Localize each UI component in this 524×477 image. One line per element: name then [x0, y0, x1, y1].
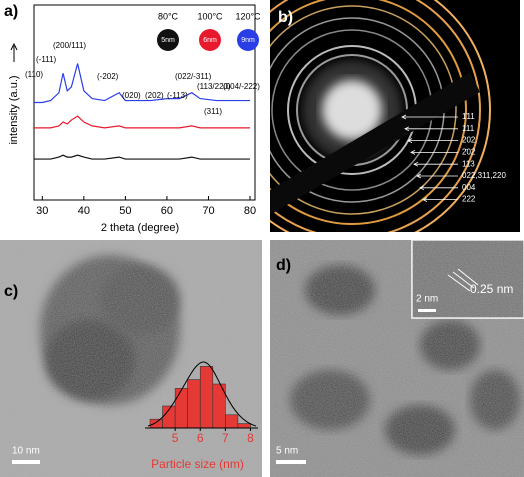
legend-label: 120°C — [235, 11, 261, 21]
ring-label: 022,311,220 — [462, 171, 506, 180]
inset-scale-bar — [418, 309, 436, 312]
ring-label: 222 — [462, 195, 476, 204]
xrd-curve — [34, 154, 250, 160]
ring-arrow-head — [422, 197, 428, 202]
panel-label: c) — [4, 283, 18, 300]
x-tick-label: 70 — [202, 205, 214, 217]
peak-label: (202) — [145, 91, 164, 100]
ring-label: 113 — [462, 159, 475, 168]
hrtem-image — [270, 240, 524, 477]
xrd-curve — [34, 115, 250, 129]
inset-scale-bar-label: 2 nm — [416, 294, 438, 305]
histogram-bar — [237, 423, 251, 429]
panel-label: b) — [278, 9, 293, 26]
legend-label: 80°C — [158, 11, 179, 21]
histogram-bar — [199, 366, 214, 429]
peak-label: (020) — [122, 91, 141, 100]
ring-label: 1̄11 — [462, 112, 475, 121]
histogram-bar — [187, 379, 201, 429]
x-tick-label: 7 — [222, 431, 229, 445]
y-axis-arrow-head — [10, 42, 18, 51]
legend-size: 9nm — [241, 37, 255, 44]
panel-label: a) — [4, 3, 18, 20]
x-axis-title: 2 theta (degree) — [101, 222, 179, 234]
fit-curve — [147, 361, 257, 427]
peak-label: (004/-222) — [223, 82, 260, 91]
histogram-bar — [225, 414, 239, 429]
scale-bar — [12, 460, 40, 464]
d-spacing-label: 0.25 nm — [470, 282, 513, 296]
tem-image — [0, 240, 262, 477]
peak-label: (022/-311) — [175, 72, 212, 81]
peak-label: (200/111) — [53, 41, 86, 50]
saed-pattern — [270, 0, 520, 232]
x-tick-label: 60 — [161, 205, 173, 217]
panel-label: d) — [276, 257, 291, 274]
x-tick-label: 8 — [247, 431, 254, 445]
x-tick-label: 5 — [172, 431, 179, 445]
peak-label: (-202) — [97, 72, 119, 81]
x-axis-title: Particle size (nm) — [151, 457, 244, 471]
peak-label: (-111) — [36, 55, 56, 64]
ring-label: 111 — [462, 124, 475, 133]
ring-arrow-head — [401, 114, 407, 120]
legend-marker — [157, 29, 179, 51]
x-tick-label: 80 — [244, 205, 256, 217]
xrd-curve — [34, 63, 250, 104]
peak-label: (-113) — [167, 91, 188, 100]
ring-arrow-head — [404, 126, 410, 132]
legend-size: 6nm — [203, 37, 217, 44]
ring-label: 004 — [462, 183, 476, 192]
ring-arrow-head — [416, 173, 422, 179]
legend-marker — [199, 29, 221, 51]
peak-label: (311) — [204, 107, 222, 116]
ring-arrow-head — [410, 150, 416, 155]
x-tick-label: 30 — [36, 205, 48, 217]
peak-label: (110) — [25, 70, 43, 79]
peak-label: (113/220) — [197, 82, 231, 91]
histogram-bar — [174, 388, 188, 429]
legend-label: 100°C — [197, 11, 223, 21]
y-axis-title: intensity (a.u.) — [8, 75, 20, 144]
scale-bar-label: 10 nm — [12, 446, 40, 457]
ring-arrow-head — [407, 138, 413, 143]
legend-size: 5nm — [161, 37, 175, 44]
ring-arrow-head — [413, 161, 419, 167]
ring-arrow-head — [419, 185, 425, 191]
x-tick-label: 6 — [197, 431, 204, 445]
histogram-bar — [149, 418, 163, 429]
ring-label: 202 — [462, 136, 476, 145]
scale-bar — [276, 460, 306, 464]
x-tick-label: 50 — [119, 205, 131, 217]
legend-marker — [237, 29, 259, 51]
plot-frame — [33, 4, 256, 201]
x-tick-label: 40 — [78, 205, 90, 217]
scale-bar-label: 5 nm — [276, 446, 298, 457]
ring-label: 2̄02 — [462, 148, 476, 157]
